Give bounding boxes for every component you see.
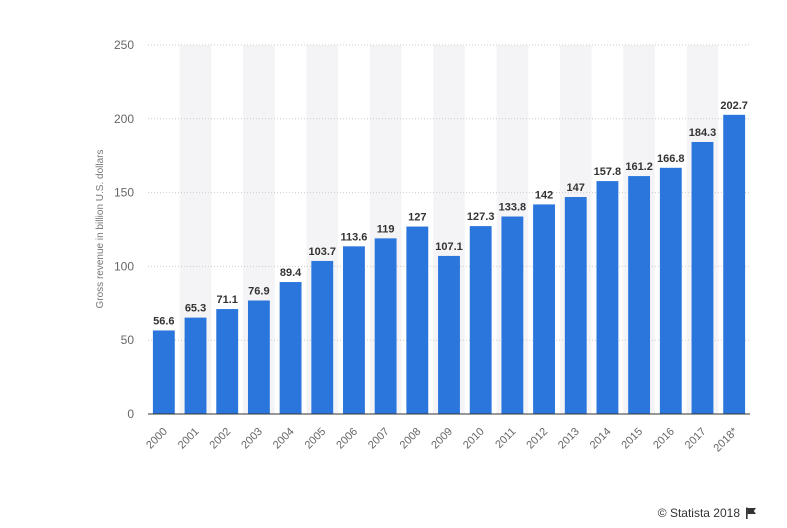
y-tick-label: 200 xyxy=(114,112,134,126)
bar xyxy=(501,216,524,414)
x-tick-label: 2017 xyxy=(683,426,709,452)
credit: © Statista 2018 xyxy=(658,506,757,520)
bar xyxy=(184,317,207,414)
bar xyxy=(596,181,619,414)
bar xyxy=(343,246,365,414)
y-tick-label: 50 xyxy=(121,333,135,347)
x-tick-label: 2005 xyxy=(303,426,329,452)
x-tick-label: 2001 xyxy=(176,426,202,452)
y-tick-labels: 0 50 100 150 200 250 xyxy=(114,38,134,421)
data-label: 147 xyxy=(567,182,585,194)
x-tick-label: 2014 xyxy=(588,426,614,452)
x-tick-label: 2002 xyxy=(208,426,234,452)
bar xyxy=(247,300,270,414)
data-label: 157.8 xyxy=(594,166,622,178)
data-label: 127.3 xyxy=(467,211,495,223)
bar xyxy=(533,204,555,414)
x-tick-label: 2016 xyxy=(651,426,677,452)
data-label: 107.1 xyxy=(435,241,463,253)
bar xyxy=(279,282,302,414)
bar xyxy=(469,226,492,414)
x-tick-label: 2008 xyxy=(398,426,424,452)
data-label: 133.8 xyxy=(499,202,527,214)
x-tick-label: 2007 xyxy=(366,426,392,452)
bar xyxy=(216,309,239,414)
x-tick-labels: 2000 2001 2002 2003 2004 2005 2006 2007 2008 2009… xyxy=(144,425,741,454)
x-tick-label: 2015 xyxy=(619,426,645,452)
bar xyxy=(311,260,334,414)
x-tick-label: 2004 xyxy=(271,426,297,452)
bar xyxy=(374,238,397,414)
y-tick-label: 250 xyxy=(114,38,134,52)
data-label: 113.6 xyxy=(340,231,367,243)
data-label: 76.9 xyxy=(248,285,269,297)
data-label: 202.7 xyxy=(720,100,748,112)
x-tick-label: 2010 xyxy=(461,426,487,452)
bar xyxy=(564,197,587,414)
bar xyxy=(438,255,460,414)
y-axis-title: Gross revenue in billion U.S. dollars xyxy=(95,150,106,309)
y-tick-label: 100 xyxy=(114,259,134,273)
x-tick-label: 2000 xyxy=(144,426,170,452)
data-label: 184.3 xyxy=(689,127,717,139)
data-label: 89.4 xyxy=(280,267,302,279)
x-tick-label: 2013 xyxy=(556,426,582,452)
data-label: 103.7 xyxy=(308,246,336,258)
bar xyxy=(723,114,746,415)
x-tick-label: 2003 xyxy=(239,426,265,452)
x-tick-label: 2011 xyxy=(493,426,518,451)
data-label: 127 xyxy=(408,212,426,224)
x-tick-label: 2018* xyxy=(711,425,740,454)
data-label: 119 xyxy=(377,223,395,235)
data-label: 166.8 xyxy=(657,153,685,165)
bar xyxy=(659,167,682,414)
data-label: 161.2 xyxy=(625,161,653,173)
data-label: 56.6 xyxy=(153,315,174,327)
bar xyxy=(152,330,175,414)
bar xyxy=(628,176,651,414)
x-tick-label: 2006 xyxy=(334,426,360,452)
bar xyxy=(406,226,429,414)
flag-icon[interactable] xyxy=(745,507,757,519)
y-tick-label: 150 xyxy=(114,186,134,200)
x-tick-label: 2012 xyxy=(524,426,550,452)
credit-text: © Statista 2018 xyxy=(657,506,740,520)
data-labels: 56.6 65.3 71.1 76.9 89.4 103.7 113.6 119 127 107.… xyxy=(153,100,748,328)
data-label: 142 xyxy=(535,189,553,201)
x-tick-label: 2009 xyxy=(429,426,455,452)
bars xyxy=(152,114,746,415)
data-label: 65.3 xyxy=(185,303,206,315)
y-tick-label: 0 xyxy=(127,407,134,421)
data-label: 71.1 xyxy=(216,294,237,306)
bar xyxy=(691,141,714,414)
